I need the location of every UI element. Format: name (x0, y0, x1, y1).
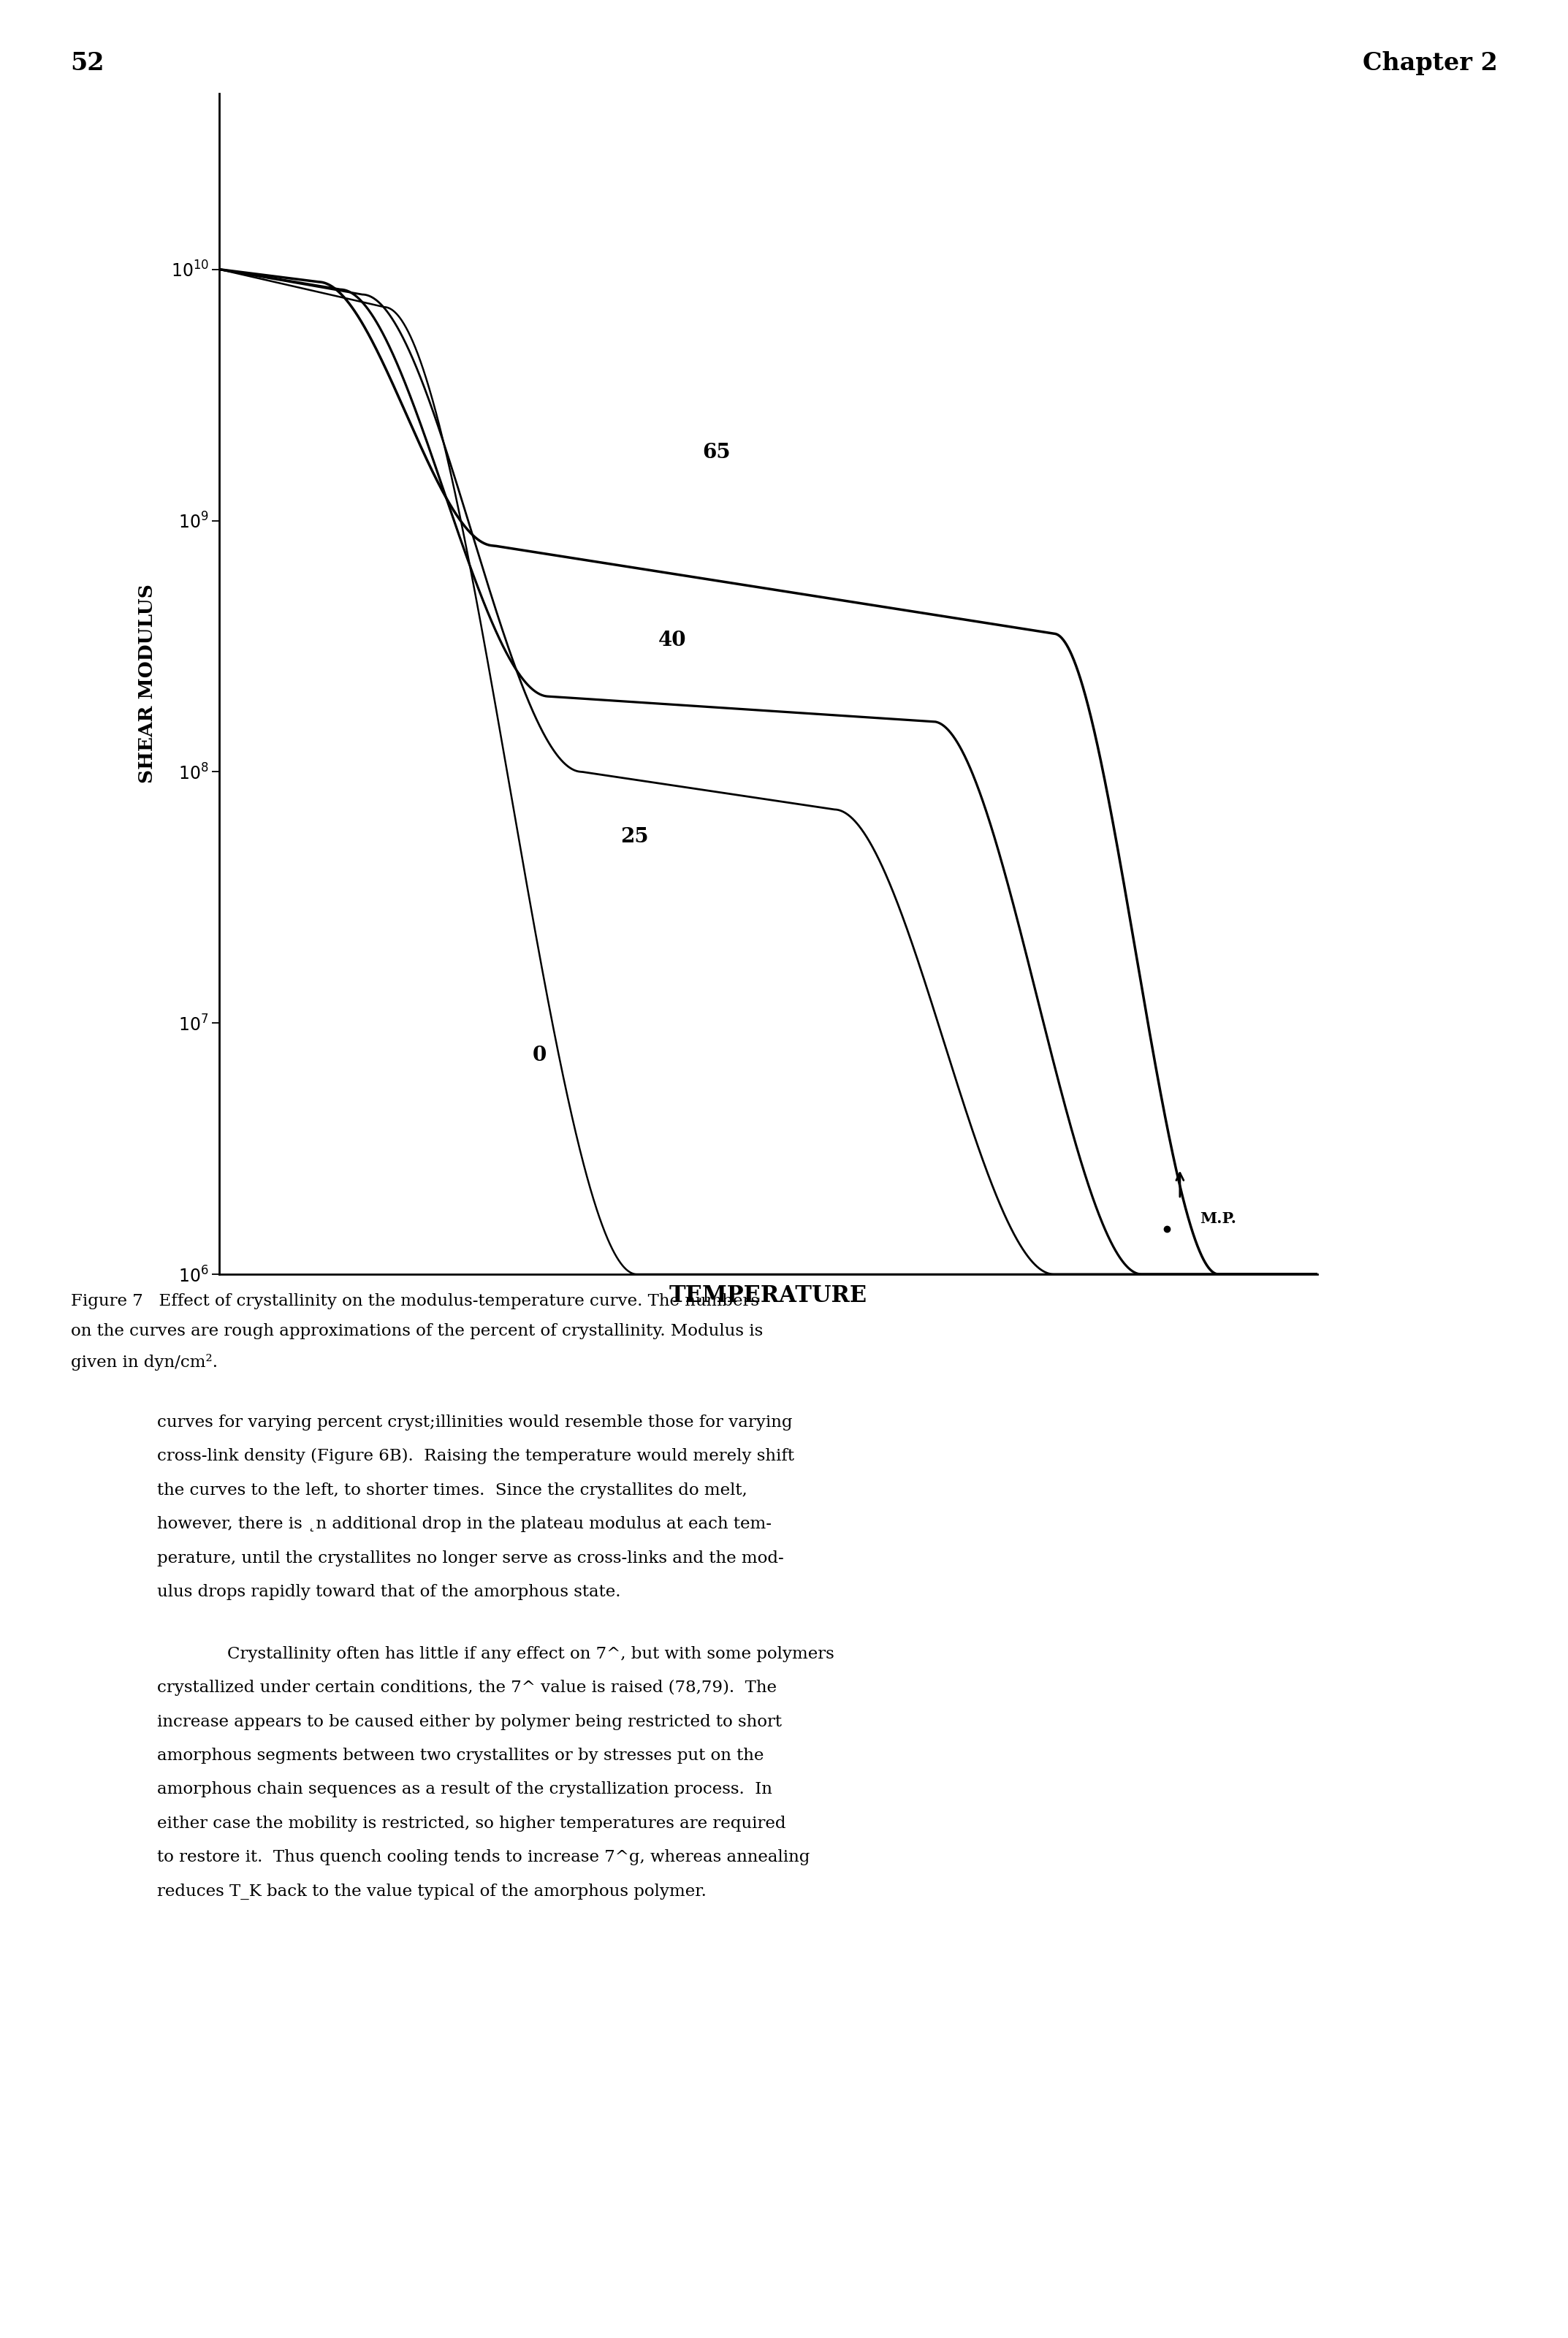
Text: increase appears to be caused either by polymer being restricted to short: increase appears to be caused either by … (157, 1714, 781, 1730)
Text: perature, until the crystallites no longer serve as cross-links and the mod-: perature, until the crystallites no long… (157, 1550, 784, 1566)
Text: ulus drops rapidly toward that of the amorphous state.: ulus drops rapidly toward that of the am… (157, 1585, 621, 1599)
Text: 25: 25 (619, 828, 648, 846)
Text: curves for varying percent cryst;illinities would resemble those for varying: curves for varying percent cryst;illinit… (157, 1414, 792, 1431)
Text: Figure 7   Effect of crystallinity on the modulus-temperature curve. The numbers: Figure 7 Effect of crystallinity on the … (71, 1293, 759, 1309)
Text: amorphous segments between two crystallites or by stresses put on the: amorphous segments between two crystalli… (157, 1749, 764, 1763)
Text: however, there is ˛n additional drop in the plateau modulus at each tem-: however, there is ˛n additional drop in … (157, 1515, 771, 1531)
Text: 40: 40 (659, 631, 687, 650)
Text: cross-link density (Figure 6B).  Raising the temperature would merely shift: cross-link density (Figure 6B). Raising … (157, 1447, 793, 1464)
Text: Chapter 2: Chapter 2 (1363, 51, 1497, 75)
Text: crystallized under certain conditions, the 7^ value is raised (78,79).  The: crystallized under certain conditions, t… (157, 1679, 776, 1695)
Text: to restore it.  Thus quench cooling tends to increase 7^g, whereas annealing: to restore it. Thus quench cooling tends… (157, 1849, 809, 1866)
Text: 52: 52 (71, 51, 105, 75)
Text: given in dyn/cm².: given in dyn/cm². (71, 1354, 218, 1370)
Text: on the curves are rough approximations of the percent of crystallinity. Modulus : on the curves are rough approximations o… (71, 1323, 762, 1340)
Text: amorphous chain sequences as a result of the crystallization process.  In: amorphous chain sequences as a result of… (157, 1782, 771, 1798)
X-axis label: TEMPERATURE: TEMPERATURE (670, 1284, 867, 1307)
Text: Crystallinity often has little if any effect on 7^, but with some polymers: Crystallinity often has little if any ef… (227, 1646, 834, 1662)
Text: either case the mobility is restricted, so higher temperatures are required: either case the mobility is restricted, … (157, 1814, 786, 1831)
Text: M.P.: M.P. (1200, 1211, 1236, 1225)
Text: the curves to the left, to shorter times.  Since the crystallites do melt,: the curves to the left, to shorter times… (157, 1482, 746, 1499)
Text: 65: 65 (702, 442, 731, 463)
Y-axis label: SHEAR MODULUS: SHEAR MODULUS (138, 584, 157, 783)
Text: 0: 0 (532, 1045, 546, 1066)
Text: reduces T_K back to the value typical of the amorphous polymer.: reduces T_K back to the value typical of… (157, 1884, 706, 1898)
